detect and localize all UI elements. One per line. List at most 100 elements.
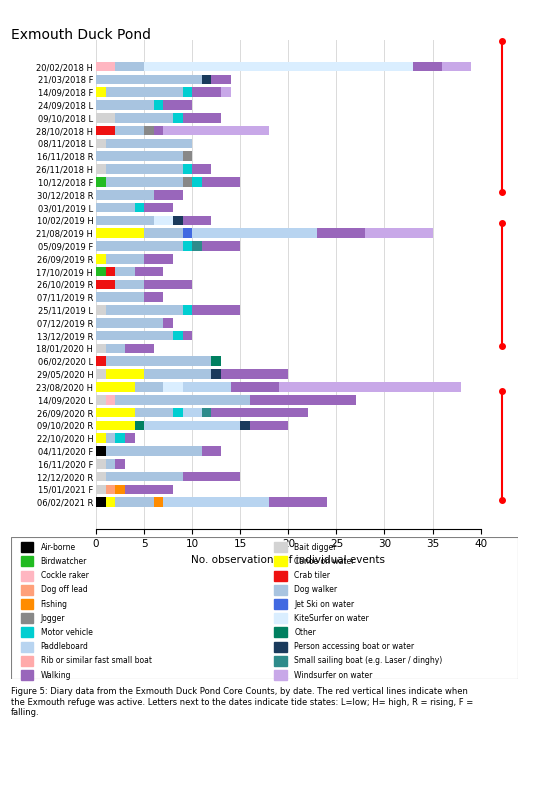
Bar	[274, 542, 287, 552]
Bar	[96, 241, 183, 250]
Text: Paddleboard: Paddleboard	[41, 642, 89, 651]
Bar	[183, 152, 192, 161]
Bar	[240, 420, 250, 430]
Bar	[96, 420, 135, 430]
Bar	[183, 164, 192, 174]
Bar	[274, 627, 287, 638]
Bar	[183, 305, 192, 315]
Bar	[269, 498, 327, 507]
Bar	[144, 62, 413, 71]
Bar	[21, 641, 33, 652]
Bar	[106, 88, 183, 97]
Bar	[125, 344, 154, 353]
Bar	[274, 556, 287, 566]
Bar	[106, 498, 115, 507]
Bar	[144, 203, 173, 213]
Bar	[96, 292, 144, 302]
Bar	[211, 369, 221, 379]
Bar	[202, 408, 211, 417]
Bar	[96, 203, 135, 213]
Bar	[202, 446, 221, 456]
Text: Rib or similar fast small boat: Rib or similar fast small boat	[41, 656, 152, 665]
Bar	[115, 280, 144, 289]
Bar	[21, 570, 33, 581]
Bar	[154, 100, 163, 110]
Text: Figure 5: Diary data from the Exmouth Duck Pond Core Counts, by date. The red ve: Figure 5: Diary data from the Exmouth Du…	[11, 687, 473, 717]
Bar	[125, 434, 135, 443]
Bar	[173, 113, 183, 122]
Bar	[144, 228, 183, 238]
Bar	[115, 62, 144, 71]
Bar	[202, 241, 240, 250]
Bar	[96, 177, 106, 186]
Bar	[211, 356, 221, 366]
Bar	[192, 177, 202, 186]
Bar	[183, 177, 192, 186]
X-axis label: No. observations of individual events: No. observations of individual events	[191, 555, 386, 565]
Bar	[221, 369, 288, 379]
Bar	[413, 62, 442, 71]
Bar	[106, 395, 115, 404]
Bar	[154, 190, 183, 200]
Bar	[365, 228, 433, 238]
Bar	[183, 88, 192, 97]
Bar	[96, 369, 106, 379]
Bar	[96, 190, 154, 200]
Bar	[96, 305, 106, 315]
Bar	[96, 331, 173, 340]
Bar	[173, 216, 183, 225]
Bar	[96, 74, 202, 85]
Bar	[144, 254, 173, 264]
Bar	[183, 331, 192, 340]
Bar	[163, 382, 183, 392]
Text: Person accessing boat or water: Person accessing boat or water	[294, 642, 414, 651]
Bar	[192, 164, 211, 174]
Bar	[279, 382, 461, 392]
Text: Fishing: Fishing	[41, 600, 68, 608]
Bar	[106, 434, 115, 443]
Text: Windsurfer on water: Windsurfer on water	[294, 671, 373, 679]
Bar	[115, 498, 154, 507]
Text: Jet Ski on water: Jet Ski on water	[294, 600, 355, 608]
Bar	[106, 305, 183, 315]
Bar	[96, 216, 154, 225]
Bar	[183, 472, 240, 481]
Bar	[96, 434, 106, 443]
Bar	[144, 369, 211, 379]
Bar	[274, 585, 287, 595]
Bar	[96, 228, 144, 238]
Bar	[96, 113, 115, 122]
Bar	[173, 408, 183, 417]
Bar	[192, 305, 240, 315]
Bar	[221, 88, 231, 97]
Bar	[274, 599, 287, 609]
Bar	[96, 446, 106, 456]
Bar	[163, 318, 173, 328]
Text: Motor vehicle: Motor vehicle	[41, 628, 92, 637]
Text: Birdwatcher: Birdwatcher	[41, 557, 87, 566]
Bar	[106, 369, 144, 379]
Bar	[96, 356, 106, 366]
Text: Crab tiler: Crab tiler	[294, 571, 330, 580]
Bar	[106, 472, 183, 481]
Bar	[115, 459, 125, 468]
Bar	[135, 420, 144, 430]
Bar	[163, 498, 269, 507]
Bar	[274, 656, 287, 666]
Bar	[96, 280, 115, 289]
Text: Jogger: Jogger	[41, 614, 65, 623]
Text: Cockle raker: Cockle raker	[41, 571, 89, 580]
Bar	[106, 484, 115, 495]
Bar	[96, 164, 106, 174]
Text: Bait digger: Bait digger	[294, 543, 336, 551]
Text: Exmouth Duck Pond: Exmouth Duck Pond	[11, 28, 151, 42]
Bar	[106, 164, 183, 174]
Bar	[135, 408, 173, 417]
Bar	[106, 267, 115, 276]
Bar	[96, 408, 135, 417]
Bar	[211, 74, 231, 85]
Bar	[202, 74, 211, 85]
Bar	[125, 484, 173, 495]
Bar	[21, 656, 33, 666]
Bar	[250, 420, 288, 430]
